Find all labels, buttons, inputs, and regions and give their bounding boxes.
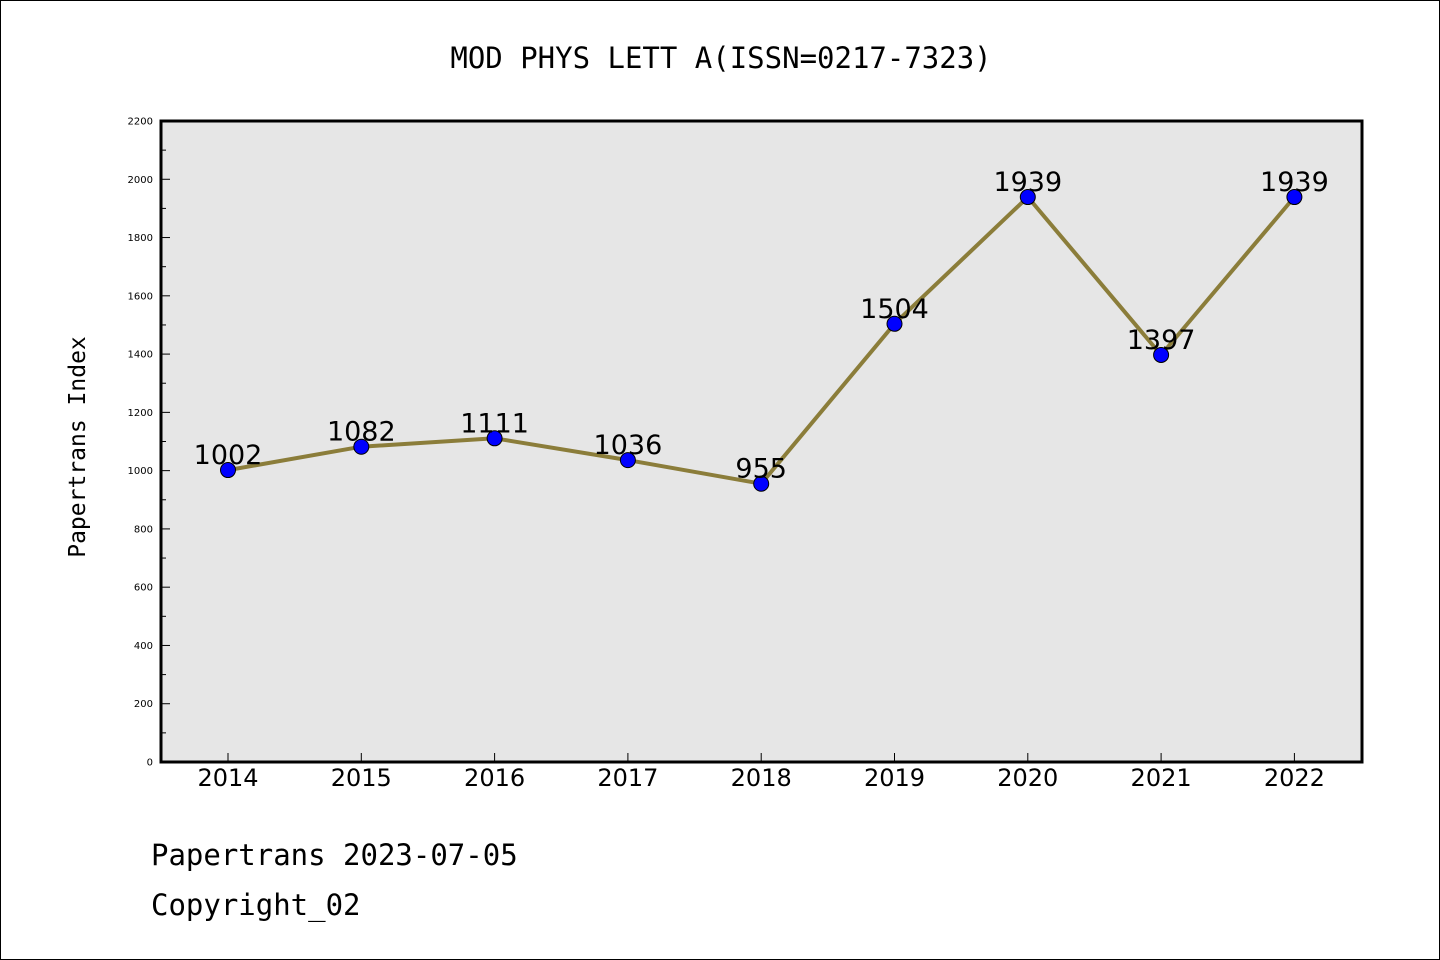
- data-label: 1397: [1127, 325, 1196, 356]
- x-tick-label: 2021: [1131, 764, 1192, 792]
- chart-title: MOD PHYS LETT A(ISSN=0217-7323): [450, 41, 991, 75]
- y-tick-label: 1400: [128, 350, 153, 361]
- y-tick-label: 1800: [128, 233, 153, 244]
- x-tick-label: 2016: [464, 764, 525, 792]
- y-tick-label: 600: [134, 583, 153, 594]
- y-tick-label: 2200: [128, 117, 153, 128]
- x-tick-label: 2014: [197, 764, 258, 792]
- data-point-marker: [886, 315, 903, 332]
- data-point-marker: [1153, 346, 1170, 363]
- x-tick-label: 2018: [731, 764, 792, 792]
- data-label: 1002: [194, 440, 263, 471]
- data-label: 1939: [1260, 167, 1329, 198]
- y-tick-label: 200: [134, 699, 153, 710]
- data-point-marker: [220, 462, 236, 479]
- data-point-marker: [353, 438, 370, 455]
- data-point-marker: [1019, 189, 1036, 206]
- y-tick-label: 1600: [128, 291, 153, 302]
- y-tick-label: 0: [147, 758, 153, 769]
- axis-ticks: 0 200 400 600 800 1000 1200 1400 1600 1800 2000 220…: [128, 117, 1325, 793]
- y-tick-label: 2000: [128, 175, 153, 186]
- data-label: 1036: [594, 430, 663, 461]
- y-tick-label: 1200: [128, 408, 153, 419]
- data-point-marker: [486, 430, 503, 447]
- footer-source: Papertrans 2023-07-05: [151, 838, 518, 872]
- data-point-marker: [753, 475, 770, 492]
- data-label: 955: [735, 454, 787, 485]
- x-tick-label: 2017: [597, 764, 658, 792]
- data-label: 1111: [460, 408, 529, 439]
- data-point-marker: [1286, 189, 1303, 206]
- y-tick-label: 400: [134, 641, 153, 652]
- data-series: 1002 1082 1111 1036 955 1504 1939 1397 1939: [194, 167, 1329, 492]
- x-tick-label: 2019: [864, 764, 925, 792]
- x-tick-label: 2015: [331, 764, 392, 792]
- data-label: 1082: [327, 417, 396, 448]
- y-axis-label: Papertrans Index: [65, 336, 91, 558]
- footer-copyright: Copyright_02: [151, 888, 361, 922]
- y-tick-label: 800: [134, 524, 153, 535]
- x-tick-label: 2020: [997, 764, 1058, 792]
- data-label: 1504: [860, 294, 929, 325]
- data-point-marker: [619, 452, 636, 469]
- data-label: 1939: [993, 167, 1062, 198]
- y-tick-label: 1000: [128, 466, 153, 477]
- x-tick-label: 2022: [1264, 764, 1325, 792]
